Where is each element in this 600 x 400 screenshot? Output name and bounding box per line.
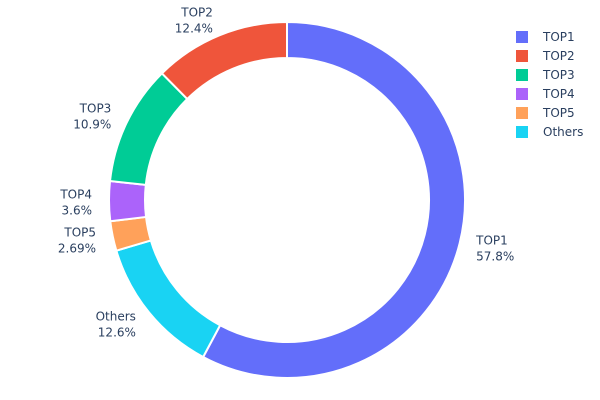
legend-item-label[interactable]: TOP1 (542, 30, 575, 44)
slice-top1[interactable] (201, 20, 466, 379)
slice-value-label: 12.6% (98, 325, 136, 339)
slices (108, 20, 466, 379)
legend-swatch[interactable] (516, 107, 528, 119)
slice-name-label: TOP1 (475, 233, 508, 247)
slice-name-label: TOP3 (79, 101, 112, 115)
slice-name-label: TOP2 (180, 6, 213, 20)
legend-swatch[interactable] (516, 69, 528, 81)
slice-value-label: 2.69% (58, 242, 96, 256)
legend-item-label[interactable]: Others (543, 125, 583, 139)
legend-swatch[interactable] (516, 126, 528, 138)
slice-value-label: 10.9% (73, 117, 111, 131)
legend-swatch[interactable] (516, 50, 528, 62)
slice-name-label: Others (96, 309, 136, 323)
slice-others[interactable] (115, 239, 222, 359)
legend-swatch[interactable] (516, 31, 528, 43)
legend-item-label[interactable]: TOP4 (542, 87, 575, 101)
slice-name-label: TOP5 (63, 226, 96, 240)
slice-labels: TOP1 57.8% Others 12.6% TOP5 2.69% TOP4 3.6% TOP… (58, 6, 514, 340)
slice-name-label: TOP4 (59, 187, 92, 201)
legend-item-label[interactable]: TOP3 (542, 68, 575, 82)
slice-top4[interactable] (108, 179, 148, 223)
slice-value-label: 3.6% (62, 203, 93, 217)
legend-swatch[interactable] (516, 88, 528, 100)
slice-value-label: 12.4% (175, 22, 213, 36)
legend-item-label[interactable]: TOP5 (542, 106, 575, 120)
legend: TOP1 TOP2 TOP3 TOP4 TOP5 Others (516, 30, 583, 139)
slice-top3[interactable] (108, 71, 189, 186)
slice-top2[interactable] (160, 20, 288, 101)
legend-item-label[interactable]: TOP2 (542, 49, 575, 63)
slice-value-label: 57.8% (476, 249, 514, 263)
